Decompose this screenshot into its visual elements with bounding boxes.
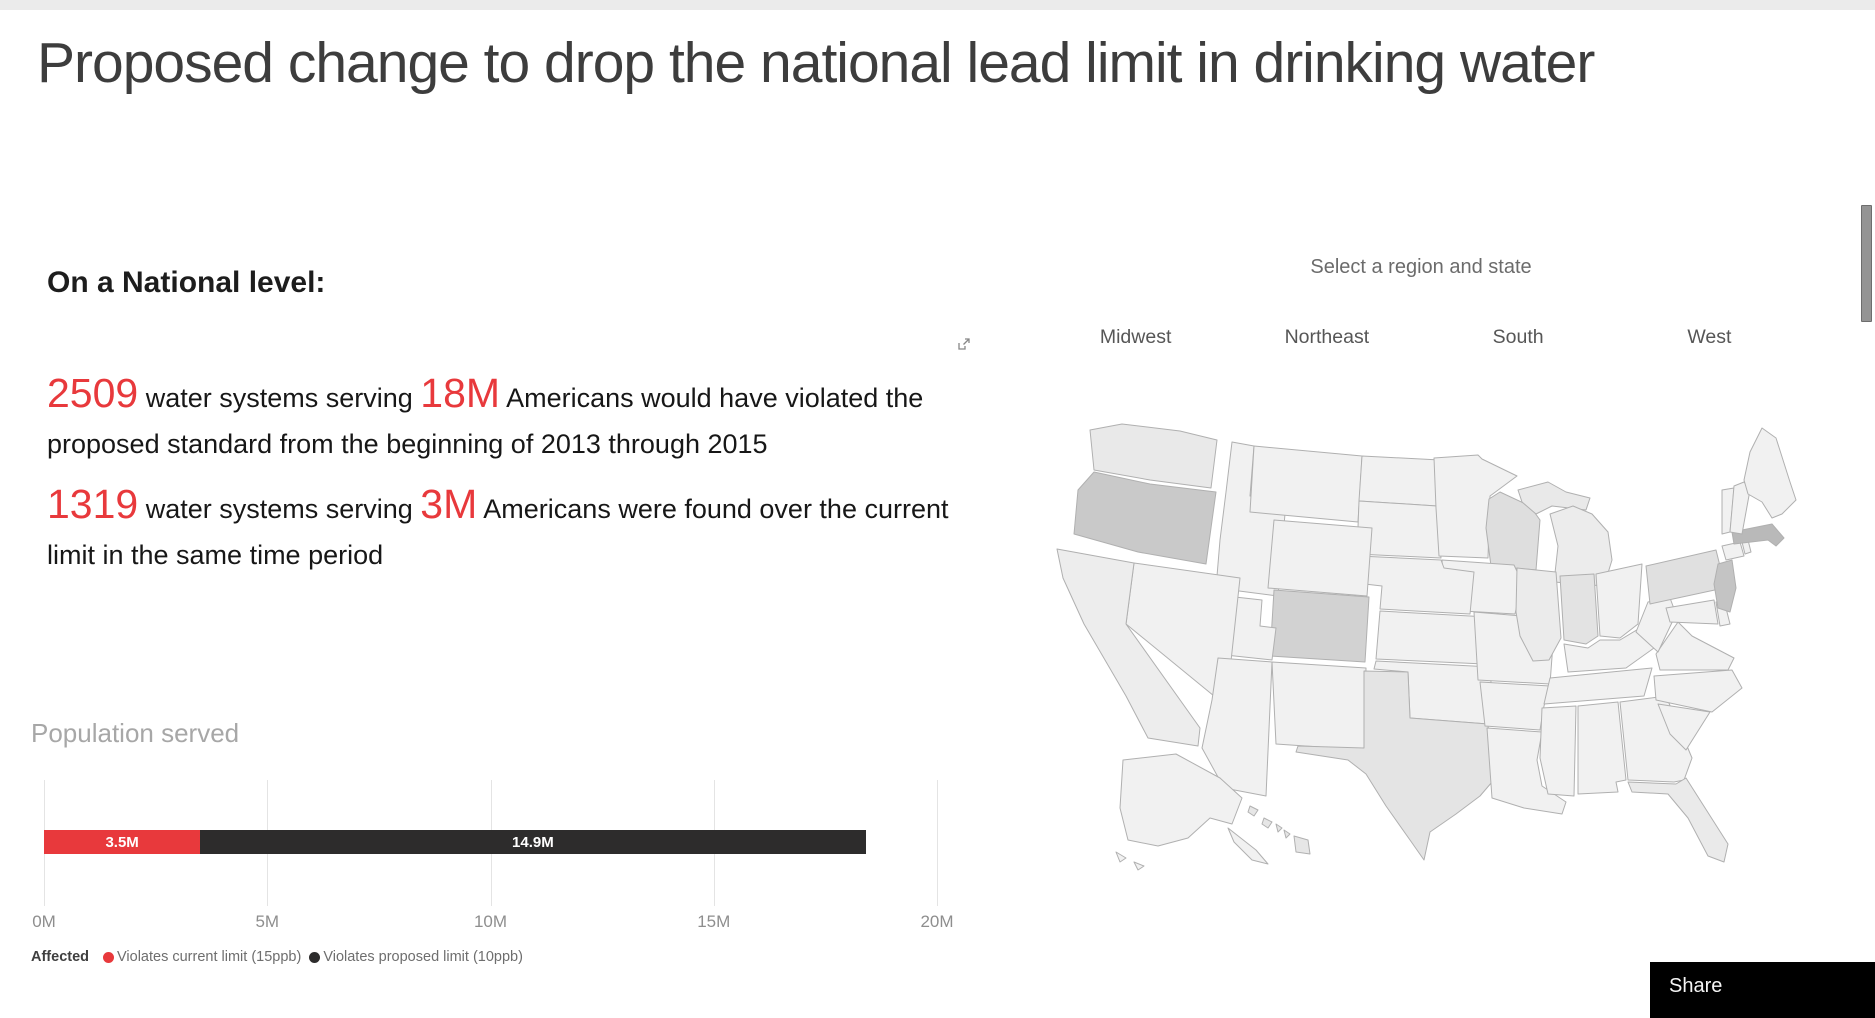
browser-chrome-strip <box>0 0 1875 10</box>
state-ms[interactable] <box>1539 705 1577 797</box>
state-md[interactable] <box>1665 599 1719 625</box>
state-wa[interactable] <box>1089 423 1218 489</box>
population-bar-chart: 3.5M 14.9M <box>44 780 938 906</box>
region-tab-west[interactable]: West <box>1687 326 1732 348</box>
chart-legend: Affected Violates current limit (15ppb) V… <box>31 947 531 967</box>
state-wi[interactable] <box>1485 491 1541 571</box>
state-ar[interactable] <box>1479 681 1551 731</box>
state-me[interactable] <box>1743 427 1797 519</box>
state-fl[interactable] <box>1627 777 1729 863</box>
state-ks[interactable] <box>1375 610 1489 665</box>
us-states-map[interactable] <box>1030 400 1875 900</box>
national-level-heading: On a National level: <box>47 266 326 299</box>
stat1-population: 18M <box>420 370 501 416</box>
legend-dot-icon <box>103 951 115 963</box>
state-co[interactable] <box>1269 589 1370 663</box>
stat2-systems-count: 1319 <box>47 481 139 527</box>
state-hi2[interactable] <box>1261 817 1273 829</box>
gridline <box>937 780 938 906</box>
state-tn[interactable] <box>1543 667 1653 705</box>
bar-segment-proposed-limit[interactable]: 14.9M <box>200 830 866 854</box>
state-nj[interactable] <box>1713 559 1737 613</box>
state-mn[interactable] <box>1433 454 1518 559</box>
state-wv[interactable] <box>1635 597 1677 653</box>
stat2-population: 3M <box>420 481 478 527</box>
state-hi5[interactable] <box>1293 835 1311 855</box>
state-wy[interactable] <box>1267 519 1373 597</box>
stat1-systems-count: 2509 <box>47 370 139 416</box>
state-hi4[interactable] <box>1283 829 1291 839</box>
legend-item-label: Violates current limit (15ppb) <box>117 949 302 965</box>
state-oh[interactable] <box>1595 563 1643 639</box>
chart-title: Population served <box>31 718 240 748</box>
state-nm[interactable] <box>1271 661 1367 751</box>
state-or[interactable] <box>1073 471 1217 565</box>
state-in[interactable] <box>1559 573 1599 645</box>
state-ct[interactable] <box>1721 541 1745 561</box>
stat-proposed-limit: 2509 water systems serving 18M Americans… <box>47 370 924 459</box>
legend-title: Affected <box>31 949 90 965</box>
state-ak_a2[interactable] <box>1133 861 1145 871</box>
axis-tick-label: 0M <box>32 912 56 931</box>
region-slicer: Midwest Northeast South West <box>1040 326 1805 349</box>
legend-item-label: Violates proposed limit (10ppb) <box>323 949 523 965</box>
national-stats-text: 2509 water systems serving 18M Americans… <box>47 370 962 592</box>
region-tab-midwest[interactable]: Midwest <box>1099 326 1172 348</box>
legend-dot-icon <box>309 951 321 963</box>
focus-mode-icon[interactable] <box>955 336 972 353</box>
legend-item[interactable]: Violates proposed limit (10ppb) <box>309 949 523 965</box>
vertical-scrollbar-thumb[interactable] <box>1861 205 1872 322</box>
axis-tick-label: 20M <box>920 912 954 931</box>
map-panel-title: Select a region and state <box>1310 256 1532 278</box>
share-button[interactable]: Share <box>1650 962 1875 1018</box>
state-mt[interactable] <box>1249 445 1363 523</box>
state-pa[interactable] <box>1645 549 1725 605</box>
state-hi1[interactable] <box>1247 805 1259 817</box>
x-axis-labels: 0M 5M 10M 15M 20M <box>32 912 953 936</box>
axis-tick-label: 10M <box>473 912 508 931</box>
state-nd[interactable] <box>1358 455 1441 507</box>
state-nc[interactable] <box>1653 669 1743 713</box>
state-sc[interactable] <box>1657 703 1711 751</box>
state-nh[interactable] <box>1729 481 1751 535</box>
page-title: Proposed change to drop the national lea… <box>37 31 1595 95</box>
state-ca[interactable] <box>1056 548 1201 747</box>
stat-current-limit: 1319 water systems serving 3M Americans … <box>47 481 949 570</box>
state-ak_a1[interactable] <box>1115 851 1127 863</box>
state-ma[interactable] <box>1731 523 1785 547</box>
bar-segment-current-limit[interactable]: 3.5M <box>44 830 201 854</box>
state-ak[interactable] <box>1119 753 1243 847</box>
state-il[interactable] <box>1515 567 1562 662</box>
state-hi3[interactable] <box>1275 823 1283 833</box>
share-button-label: Share <box>1669 975 1723 997</box>
state-tx[interactable] <box>1295 670 1493 861</box>
axis-tick-label: 5M <box>255 912 280 931</box>
state-ak_se[interactable] <box>1227 827 1269 865</box>
state-al[interactable] <box>1577 701 1627 795</box>
axis-tick-label: 15M <box>697 912 731 931</box>
state-mi[interactable] <box>1549 505 1613 587</box>
region-tab-south[interactable]: South <box>1492 326 1544 348</box>
region-tab-northeast[interactable]: Northeast <box>1284 326 1370 348</box>
stacked-bar: 3.5M 14.9M <box>44 830 937 854</box>
legend-item[interactable]: Violates current limit (15ppb) <box>103 949 301 965</box>
